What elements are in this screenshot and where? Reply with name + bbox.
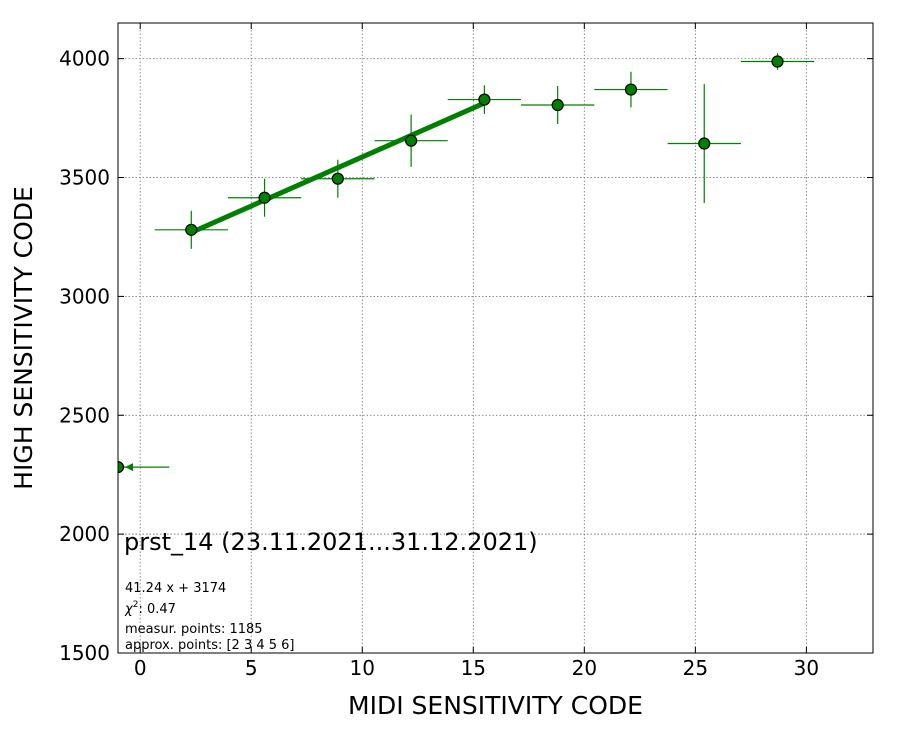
x-tick-label: 10 [350,656,375,680]
y-axis-title: HIGH SENSITIVITY CODE [9,186,38,490]
data-point [331,172,344,185]
annotation-fit-equation: 41.24 x + 3174 [125,581,226,596]
plot-frame [117,22,874,654]
y-tick-label: 1500 [59,641,110,665]
annotation-approx-points: approx. points: [2 3 4 5 6] [125,638,295,653]
data-point [698,137,711,150]
x-tick-label: 15 [461,656,486,680]
y-tick-label: 3500 [59,166,110,190]
annotation-title: prst_14 (23.11.2021...31.12.2021) [124,528,538,556]
grid [118,23,873,654]
x-axis-title: MIDI SENSITIVITY CODE [348,691,643,720]
x-tick-label: 0 [134,656,147,680]
chi-value: : 0.47 [138,602,175,617]
data-point [118,460,125,474]
x-tick-label: 30 [794,656,819,680]
data-points [118,55,784,474]
data-point [551,98,564,112]
axis-ticks: 0 5 10 15 20 25 30 1500 2000 2500 3000 3500 4000 [59,23,873,680]
annotation-measur-points: measur. points: 1185 [125,622,263,637]
chi-exponent: 2 [133,600,139,610]
data-point [405,134,418,147]
x-tick-label: 20 [572,656,597,680]
y-tick-label: 4000 [59,47,110,71]
error-bars [118,53,815,472]
y-tick-label: 2500 [59,403,110,427]
data-point [478,93,491,106]
data-point [624,83,638,96]
data-point [258,191,271,204]
chi-symbol: χ [124,602,134,617]
y-tick-label: 3000 [59,284,110,308]
x-tick-label: 25 [683,656,708,680]
x-tick-label: 5 [245,656,258,680]
y-tick-label: 2000 [59,522,110,546]
data-point [185,223,198,236]
annotation-chi-square: χ2: 0.47 [124,600,176,617]
arrow-marker [125,463,133,472]
data-point [771,55,784,68]
